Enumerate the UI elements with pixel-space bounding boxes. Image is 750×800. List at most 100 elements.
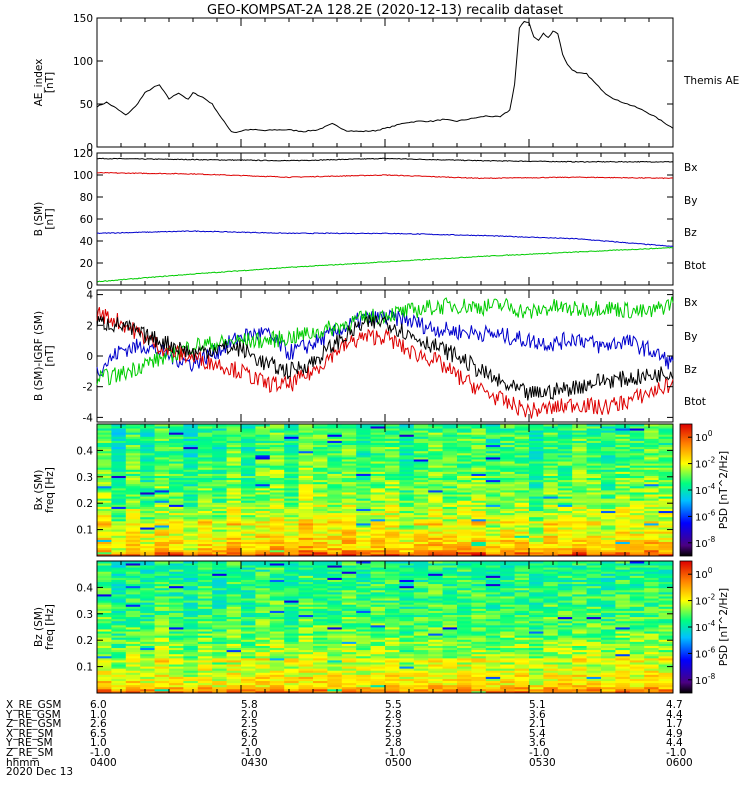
- spectrogram-cell: [385, 688, 400, 692]
- spectrogram-cell: [241, 627, 256, 630]
- spectrogram-cell: [514, 543, 530, 547]
- spectrogram-cell: [241, 618, 256, 622]
- spectrogram-cell: [269, 454, 285, 458]
- spectrogram-cell: [356, 463, 371, 466]
- spectrogram-cell: [500, 543, 515, 547]
- spectrogram-cell: [399, 680, 415, 684]
- spectrogram-cell: [514, 643, 530, 646]
- spectrogram-cell: [255, 520, 271, 524]
- spectrogram-cell: [644, 500, 659, 503]
- spectrogram-cell: [212, 514, 227, 518]
- spectrogram-cell: [457, 579, 472, 583]
- spectrogram-cell: [529, 469, 544, 472]
- spectrogram-cell: [111, 639, 127, 642]
- spectrogram-cell: [629, 487, 645, 491]
- spectrogram-cell: [471, 448, 487, 452]
- spectrogram-cell: [428, 567, 443, 570]
- spectrogram-cell: [341, 635, 357, 638]
- spectrogram-cell: [125, 490, 141, 493]
- spectrogram-cell: [428, 520, 443, 524]
- spectrogram-cell: [442, 655, 458, 659]
- spectrogram-cell: [442, 535, 458, 538]
- spectrogram-cell: [471, 446, 487, 450]
- spectrogram-cell: [514, 575, 530, 578]
- spectrogram-cell: [399, 583, 415, 587]
- spectrogram-cell: [298, 651, 314, 655]
- spectrogram-cell: [514, 678, 530, 682]
- spectrogram-cell: [356, 664, 371, 667]
- spectrogram-cell: [269, 618, 285, 622]
- spectrogram-cell: [197, 571, 213, 574]
- spectrogram-cell: [514, 629, 530, 632]
- spectrogram-cell: [226, 575, 242, 578]
- spectrogram-cell: [442, 446, 458, 450]
- spectrogram-cell: [169, 498, 184, 501]
- spectrogram-cell: [658, 461, 674, 464]
- spectrogram-cell: [586, 541, 602, 545]
- spectrogram-cell: [154, 637, 170, 640]
- spectrogram-cell: [154, 612, 170, 616]
- spectrogram-cell: [226, 670, 242, 673]
- spectrogram-cell: [212, 512, 227, 516]
- spectrogram-cell: [241, 583, 256, 587]
- spectrogram-cell: [557, 616, 573, 620]
- spectrogram-cell: [169, 520, 184, 524]
- spectrogram-cell: [212, 569, 227, 572]
- spectrogram-cell: [543, 637, 559, 640]
- spectrogram-cell: [529, 684, 544, 688]
- spectrogram-cell: [514, 516, 530, 520]
- spectrogram-cell: [370, 446, 386, 450]
- spectrogram-cell: [658, 523, 674, 526]
- spectrogram-cell: [226, 461, 242, 464]
- spectrogram-cell: [442, 662, 458, 665]
- spectrogram-cell: [370, 465, 386, 468]
- spectrogram-cell: [413, 518, 429, 522]
- spectrogram-cell: [125, 676, 141, 679]
- spectrogram-cell: [298, 622, 314, 626]
- spectrogram-cell: [154, 602, 170, 605]
- spectrogram-cell: [169, 496, 184, 499]
- spectrogram-cell: [111, 651, 127, 655]
- spectrogram-cell: [255, 620, 271, 624]
- spectrogram-cell: [370, 490, 386, 493]
- spectrogram-cell: [385, 674, 400, 677]
- spectrogram-cell: [226, 571, 242, 574]
- spectrogram-cell: [399, 622, 415, 626]
- spectrogram-cell: [140, 612, 155, 616]
- spectrogram-cell: [197, 436, 213, 439]
- spectrogram-cell: [298, 518, 314, 522]
- spectrogram-cell: [485, 688, 501, 692]
- spectrogram-cell: [370, 608, 386, 611]
- spectrogram-cell: [543, 547, 559, 551]
- spectrogram-cell: [298, 452, 314, 456]
- spectrogram-cell: [500, 454, 515, 458]
- spectrogram-cell: [125, 459, 141, 462]
- spectrogram-cell: [457, 653, 472, 657]
- spectrogram-cell: [269, 629, 285, 632]
- spectrogram-cell: [197, 496, 213, 499]
- spectrogram-cell: [298, 502, 314, 505]
- spectrogram-cell: [241, 645, 256, 649]
- spectrogram-cell: [471, 508, 487, 512]
- spectrogram-cell: [356, 563, 371, 566]
- spectrogram-cell: [370, 498, 386, 501]
- spectrogram-cell: [514, 452, 530, 456]
- spectrogram-cell: [212, 537, 227, 540]
- spectrogram-cell: [212, 653, 227, 657]
- spectrogram-cell: [298, 635, 314, 638]
- spectrogram-cell: [241, 450, 256, 454]
- spectrogram-cell: [529, 672, 544, 675]
- spectrogram-cell: [413, 602, 429, 605]
- spectrogram-cell: [557, 565, 573, 568]
- spectrogram-cell: [457, 637, 472, 640]
- spectrogram-cell: [356, 622, 371, 626]
- spectrogram-cell: [370, 436, 386, 439]
- spectrogram-cell: [269, 492, 285, 495]
- spectrogram-cell: [140, 440, 155, 443]
- spectrogram-cell: [197, 448, 213, 452]
- spectrogram-cell: [169, 467, 184, 470]
- spectrogram-cell: [212, 573, 227, 576]
- spectrogram-cell: [183, 668, 199, 671]
- spectrogram-cell: [529, 585, 544, 589]
- spectrogram-cell: [572, 481, 587, 485]
